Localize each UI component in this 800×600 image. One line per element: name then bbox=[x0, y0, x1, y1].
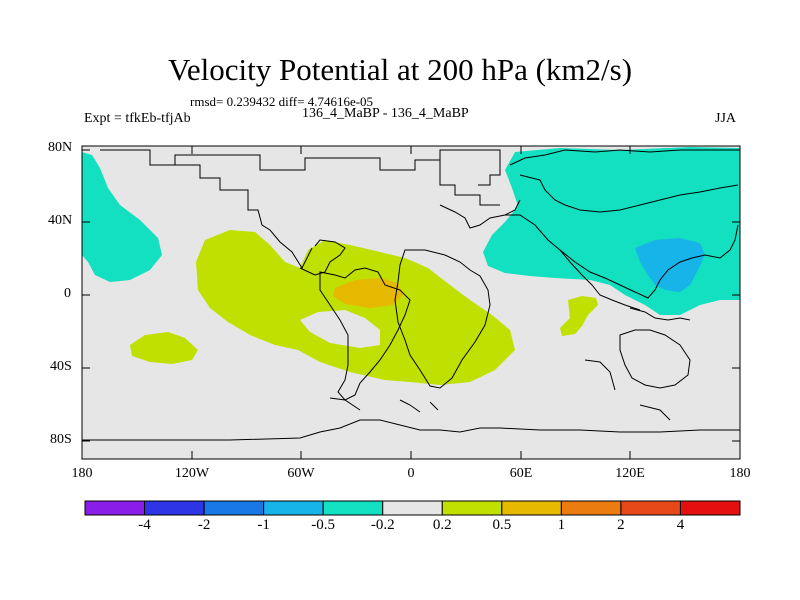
colorbar-swatch bbox=[382, 500, 443, 516]
cases-label: 136_4_MaBP - 136_4_MaBP bbox=[302, 106, 469, 121]
lon-label-120e: 120E bbox=[615, 466, 645, 481]
colorbar-label: 2 bbox=[617, 517, 625, 533]
coastline-antarctica bbox=[82, 419, 740, 441]
coastlines bbox=[82, 149, 740, 441]
colorbar-label: 1 bbox=[557, 517, 566, 533]
coastline-india-asia bbox=[559, 249, 641, 311]
stats-label: rmsd= 0.239432 diff= 4.74616e-05 bbox=[190, 94, 374, 109]
contour-teal-west bbox=[82, 152, 162, 282]
colorbar-label: -1 bbox=[257, 517, 270, 533]
lat-label-0: 0 bbox=[64, 286, 71, 301]
coastline-arctic-america bbox=[100, 149, 500, 206]
contour-lime-southwest bbox=[130, 332, 198, 364]
colorbar-label: 4 bbox=[676, 517, 685, 533]
colorbar-swatch bbox=[84, 500, 146, 516]
colorbar-swatch bbox=[501, 500, 562, 516]
lon-label-120w: 120W bbox=[174, 466, 210, 481]
coastline-north-america bbox=[175, 164, 313, 270]
colorbar bbox=[84, 500, 741, 516]
colorbar-swatch bbox=[441, 500, 503, 516]
contour-lime-east bbox=[560, 296, 598, 336]
contour-lime-main bbox=[196, 230, 515, 385]
colorbar-swatch bbox=[203, 500, 265, 516]
coastline-australia bbox=[619, 329, 691, 389]
coastline-europe bbox=[439, 199, 521, 229]
colorbar-swatch bbox=[620, 500, 681, 516]
coastline-eurasia bbox=[505, 214, 739, 299]
lon-label-180w: 180 bbox=[71, 466, 93, 481]
colorbar-label: -0.5 bbox=[311, 517, 336, 533]
coastline-africa bbox=[394, 249, 491, 389]
lat-label-40s: 40S bbox=[50, 359, 72, 374]
season-label: JJA bbox=[715, 111, 737, 126]
lon-label-60w: 60W bbox=[287, 466, 315, 481]
colorbar-swatch bbox=[263, 500, 324, 516]
coastline-islands-south bbox=[329, 359, 671, 421]
lon-label-180e: 180 bbox=[729, 466, 751, 481]
lat-label-80s: 80S bbox=[50, 432, 72, 447]
plot-title: Velocity Potential at 200 hPa (km2/s) bbox=[167, 52, 633, 87]
lon-tick-marks bbox=[81, 146, 741, 459]
coastline-siberia bbox=[519, 174, 739, 213]
colorbar-label: -0.2 bbox=[370, 517, 395, 533]
colorbar-label: -2 bbox=[197, 517, 211, 533]
colorbar-swatch bbox=[560, 500, 622, 516]
contour-cyan bbox=[635, 238, 705, 292]
lon-label-60e: 60E bbox=[509, 466, 533, 481]
experiment-label: Expt = tfkEb-tfjAb bbox=[84, 111, 191, 126]
colorbar-label: 0.2 bbox=[432, 517, 452, 533]
lat-label-80n: 80N bbox=[48, 140, 73, 155]
lat-tick-marks bbox=[82, 149, 740, 442]
colorbar-label: -4 bbox=[138, 517, 151, 533]
coastline-arctic-eurasia bbox=[509, 149, 738, 166]
coastline-greenland bbox=[439, 149, 501, 186]
colorbar-swatch bbox=[679, 500, 741, 516]
coastline-south-america bbox=[319, 267, 411, 401]
lat-label-40n: 40N bbox=[48, 213, 73, 228]
colorbar-swatch bbox=[322, 500, 384, 516]
coastline-maritime bbox=[629, 307, 691, 321]
lon-label-0: 0 bbox=[407, 466, 415, 481]
colorbar-swatch bbox=[144, 500, 205, 516]
coastline-central-america bbox=[299, 239, 346, 276]
colorbar-label: 0.5 bbox=[492, 517, 512, 533]
